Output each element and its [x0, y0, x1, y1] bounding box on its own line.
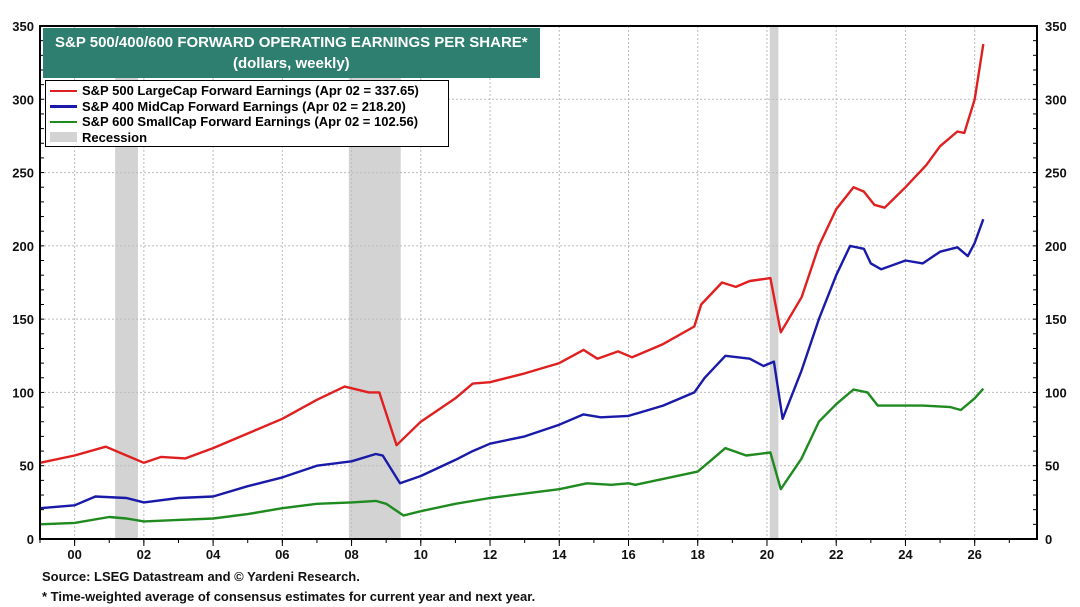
series-line-1	[39, 218, 985, 510]
x-tick-label: 12	[483, 547, 497, 562]
y-tick-label-left: 200	[12, 239, 34, 254]
plot-frame	[39, 25, 1038, 540]
x-tick-label: 24	[898, 547, 913, 562]
recession-band	[115, 26, 138, 539]
y-tick-label-right: 200	[1045, 239, 1067, 254]
y-tick-label-right: 0	[1045, 532, 1052, 547]
x-tick-label: 04	[206, 547, 221, 562]
y-tick-label-right: 250	[1045, 166, 1067, 181]
x-tick-label: 06	[275, 547, 289, 562]
x-tick-label: 18	[691, 547, 705, 562]
source-note: Source: LSEG Datastream and © Yardeni Re…	[42, 569, 360, 584]
chart-subtitle: (dollars, weekly)	[232, 55, 350, 72]
y-tick-label-left: 100	[12, 385, 34, 400]
y-tick-label-right: 150	[1045, 312, 1067, 327]
legend-swatch-recession	[50, 132, 77, 143]
y-tick-label-left: 350	[12, 19, 34, 34]
x-tick-label: 20	[760, 547, 774, 562]
legend-swatch-green	[50, 120, 77, 123]
legend-item-sp500: S&P 500 LargeCap Forward Earnings (Apr 0…	[50, 83, 440, 99]
y-tick-label-left: 150	[12, 312, 34, 327]
legend-item-sp600: S&P 600 SmallCap Forward Earnings (Apr 0…	[50, 114, 440, 130]
legend-item-recession: Recession	[50, 130, 440, 146]
x-tick-label: 26	[967, 547, 981, 562]
y-tick-label-left: 0	[27, 532, 34, 547]
x-tick-label: 16	[621, 547, 635, 562]
legend-label: S&P 600 SmallCap Forward Earnings (Apr 0…	[82, 114, 419, 130]
legend-swatch-red	[50, 89, 77, 92]
series-line-2	[39, 387, 985, 526]
x-tick-label: 08	[344, 547, 358, 562]
legend-label: S&P 400 MidCap Forward Earnings (Apr 02 …	[82, 98, 406, 114]
y-tick-label-right: 50	[1045, 459, 1059, 474]
x-tick-label: 14	[552, 547, 567, 562]
recession-band	[769, 26, 779, 539]
y-tick-label-right: 100	[1045, 385, 1067, 400]
y-tick-label-right: 350	[1045, 19, 1067, 34]
x-tick-label: 10	[414, 547, 428, 562]
legend-label: Recession	[82, 129, 148, 145]
y-tick-label-right: 300	[1045, 92, 1067, 107]
x-tick-label: 02	[137, 547, 151, 562]
legend-label: S&P 500 LargeCap Forward Earnings (Apr 0…	[82, 83, 419, 99]
y-tick-label-left: 50	[20, 459, 34, 474]
x-tick-label: 00	[67, 547, 81, 562]
footnote: * Time-weighted average of consensus est…	[42, 589, 536, 604]
chart-title-box: S&P 500/400/600 FORWARD OPERATING EARNIN…	[43, 28, 540, 78]
chart-title: S&P 500/400/600 FORWARD OPERATING EARNIN…	[55, 34, 528, 51]
legend: S&P 500 LargeCap Forward Earnings (Apr 0…	[45, 80, 449, 147]
series-line-0	[39, 43, 985, 464]
y-tick-label-left: 300	[12, 92, 34, 107]
x-tick-label: 22	[829, 547, 843, 562]
legend-item-sp400: S&P 400 MidCap Forward Earnings (Apr 02 …	[50, 99, 440, 115]
y-tick-label-left: 250	[12, 166, 34, 181]
legend-swatch-blue	[50, 105, 77, 108]
